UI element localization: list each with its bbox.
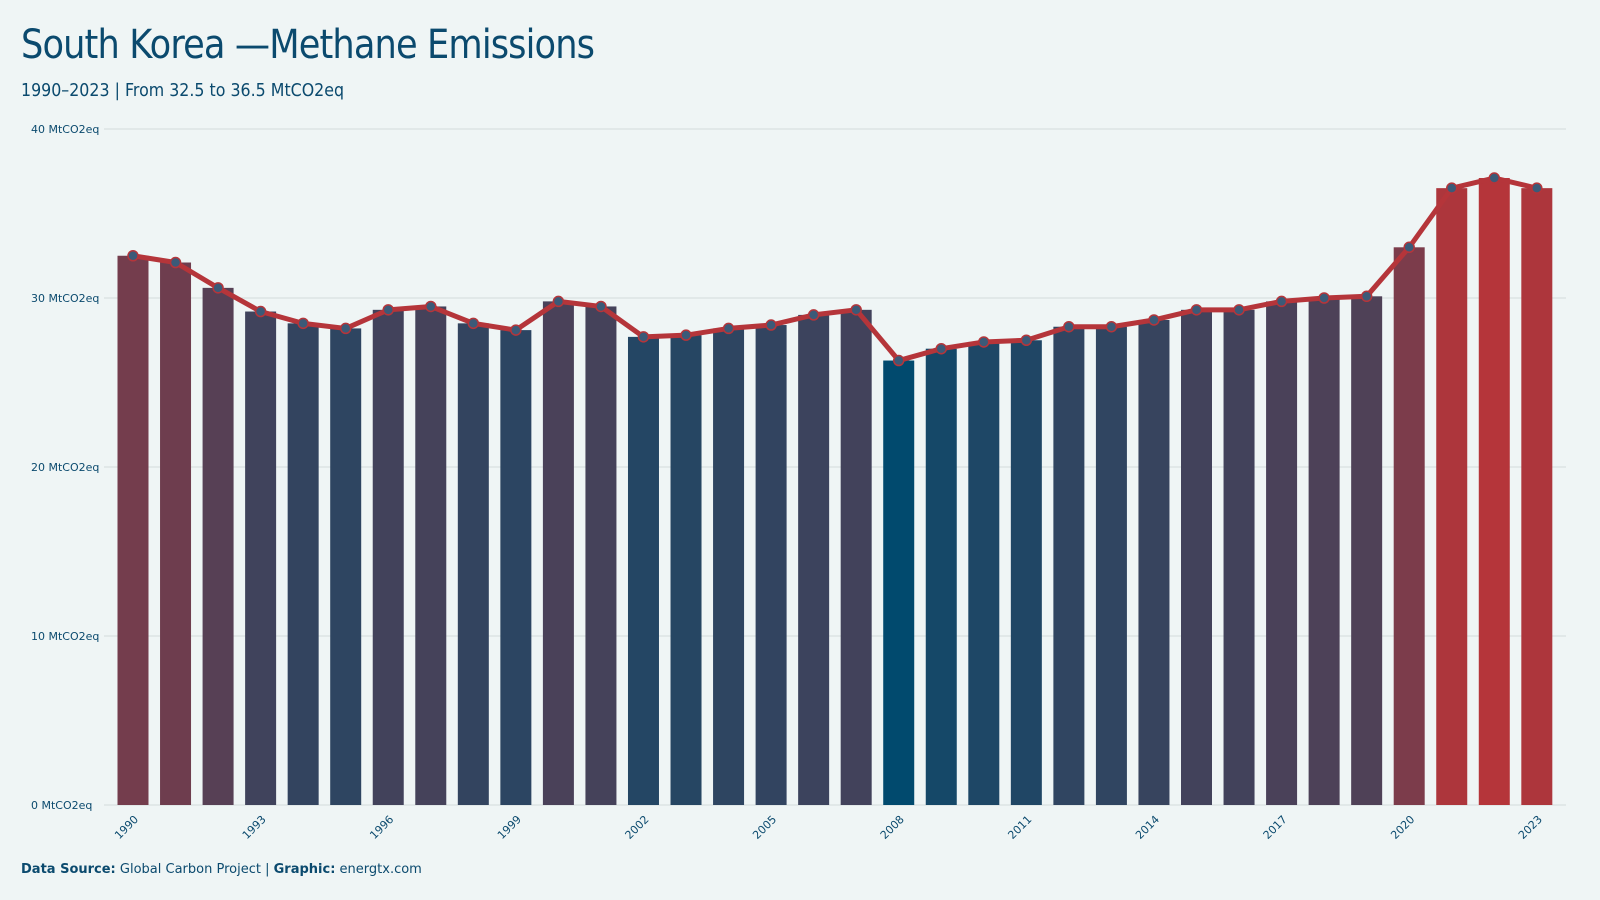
data-source-value: Global Carbon Project bbox=[119, 862, 261, 877]
data-point bbox=[1020, 334, 1033, 346]
bar bbox=[925, 348, 957, 805]
data-point bbox=[722, 322, 735, 335]
x-tick-label: 2002 bbox=[623, 813, 652, 842]
x-tick-label: 1993 bbox=[240, 813, 269, 842]
x-tick-label: 1996 bbox=[367, 813, 396, 842]
data-point bbox=[1403, 241, 1415, 254]
data-point bbox=[680, 329, 692, 341]
data-source-label: Data Source: bbox=[21, 862, 116, 877]
bar bbox=[1010, 340, 1042, 805]
data-point bbox=[1360, 290, 1373, 303]
bar bbox=[585, 306, 617, 805]
bar bbox=[798, 314, 830, 805]
x-tick-label: 2017 bbox=[1261, 813, 1290, 842]
bar bbox=[1521, 188, 1553, 805]
chart-title: South Korea —Methane Emissions bbox=[21, 22, 595, 68]
x-tick-label: 1999 bbox=[495, 813, 524, 842]
bar bbox=[883, 360, 915, 805]
bar bbox=[713, 328, 745, 805]
bar bbox=[542, 301, 574, 805]
data-point bbox=[1233, 304, 1245, 316]
bar bbox=[1393, 247, 1425, 806]
y-tick-label: 20 MtCO2eq bbox=[31, 461, 99, 474]
bar bbox=[1308, 298, 1340, 805]
bar bbox=[372, 309, 404, 805]
data-point bbox=[807, 309, 820, 321]
footer-separator: | bbox=[265, 862, 270, 877]
x-tick-label: 2023 bbox=[1516, 813, 1545, 842]
bar bbox=[1351, 296, 1383, 805]
y-tick-label: 40 MtCO2eq bbox=[31, 123, 99, 136]
bar bbox=[968, 341, 1000, 805]
bar bbox=[287, 323, 319, 805]
bar bbox=[1053, 326, 1085, 805]
data-point bbox=[552, 295, 565, 308]
x-tick-label: 2005 bbox=[750, 813, 779, 842]
data-point bbox=[935, 342, 948, 355]
bar bbox=[755, 325, 787, 805]
y-tick-label: 30 MtCO2eq bbox=[31, 292, 99, 305]
x-tick-label: 2008 bbox=[878, 813, 907, 842]
x-tick-label: 1990 bbox=[112, 813, 141, 842]
footer-credits: Data Source: Global Carbon Project | Gra… bbox=[21, 862, 422, 877]
series-line bbox=[130, 175, 1540, 364]
x-tick-label: 2014 bbox=[1133, 813, 1162, 842]
data-point bbox=[850, 304, 862, 316]
bar bbox=[330, 328, 362, 805]
bar bbox=[202, 287, 234, 805]
data-point bbox=[510, 324, 522, 336]
graphic-value[interactable]: energtx.com bbox=[339, 862, 422, 877]
data-point bbox=[595, 300, 607, 313]
bar bbox=[1138, 319, 1170, 805]
data-point bbox=[1190, 304, 1203, 316]
bar bbox=[1223, 309, 1255, 805]
bar bbox=[1181, 309, 1212, 805]
data-point bbox=[1531, 182, 1543, 194]
data-point bbox=[1488, 172, 1501, 184]
data-point bbox=[127, 250, 139, 262]
data-point bbox=[339, 322, 352, 335]
y-tick-label: 0 MtCO2eq bbox=[31, 799, 92, 812]
bar bbox=[1266, 301, 1298, 805]
bar bbox=[1436, 188, 1468, 805]
bar bbox=[415, 306, 447, 805]
data-point bbox=[1063, 320, 1075, 333]
data-point bbox=[1105, 320, 1118, 333]
data-point bbox=[382, 304, 394, 316]
x-tick-label: 2011 bbox=[1005, 813, 1034, 842]
bar bbox=[627, 336, 659, 805]
graphic-label: Graphic: bbox=[273, 862, 336, 877]
bar bbox=[500, 330, 532, 805]
data-point bbox=[765, 319, 777, 331]
bar bbox=[840, 309, 872, 805]
bar bbox=[117, 255, 149, 805]
bar bbox=[1478, 178, 1510, 805]
data-point bbox=[254, 305, 267, 318]
data-point bbox=[1275, 295, 1288, 308]
data-point bbox=[425, 300, 437, 313]
data-point bbox=[978, 336, 990, 348]
data-point bbox=[637, 331, 650, 343]
data-point bbox=[1148, 314, 1160, 326]
data-point bbox=[892, 354, 905, 367]
data-point bbox=[297, 317, 309, 330]
bar bbox=[1095, 326, 1127, 805]
data-point bbox=[212, 282, 224, 294]
bar bbox=[160, 262, 192, 805]
chart-subtitle: 1990–2023 | From 32.5 to 36.5 MtCO2eq bbox=[21, 80, 345, 101]
data-point bbox=[467, 317, 480, 330]
bar bbox=[245, 311, 277, 805]
x-tick-label: 2020 bbox=[1388, 813, 1417, 842]
data-point bbox=[1445, 182, 1458, 194]
data-point bbox=[169, 256, 182, 269]
y-tick-label: 10 MtCO2eq bbox=[31, 630, 99, 643]
data-point bbox=[1318, 292, 1330, 304]
bar bbox=[670, 335, 702, 805]
bar bbox=[457, 323, 489, 805]
